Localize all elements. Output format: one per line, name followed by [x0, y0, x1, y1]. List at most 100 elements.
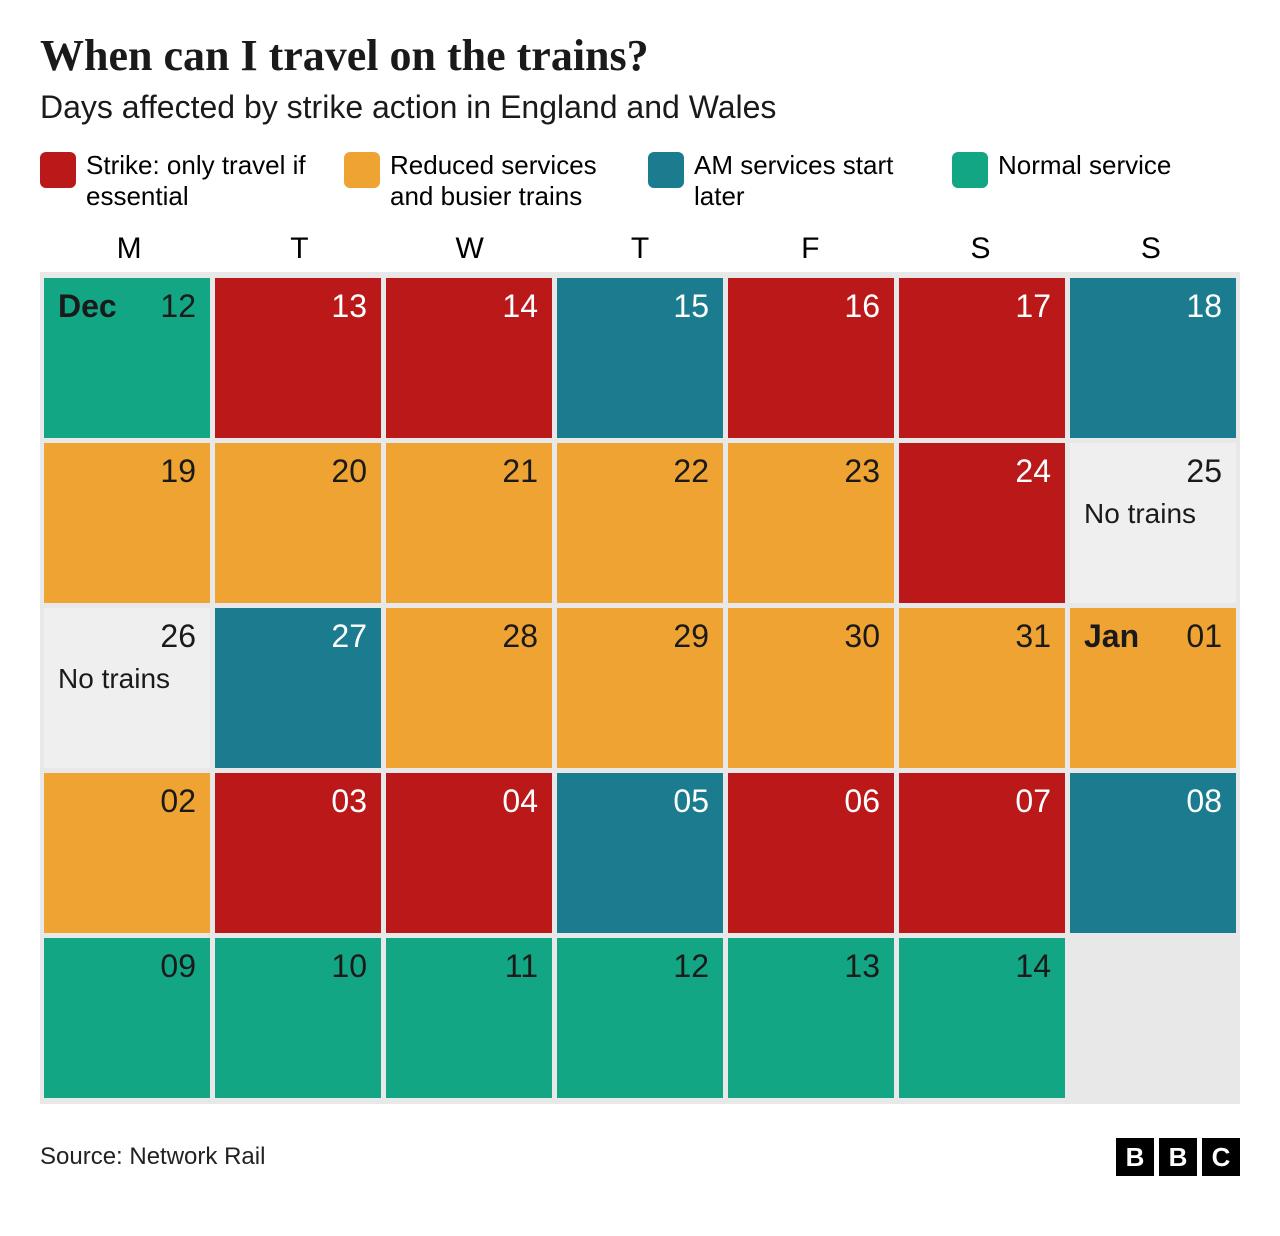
calendar-cell: 11 — [386, 938, 552, 1098]
cell-note: No trains — [1084, 499, 1196, 530]
day-header: F — [725, 232, 895, 266]
bbc-logo-letter: B — [1159, 1138, 1197, 1176]
chart-container: When can I travel on the trains? Days af… — [0, 0, 1280, 1124]
cell-day-number: 17 — [1015, 288, 1051, 325]
legend-label: AM services start later — [694, 150, 924, 212]
cell-day-number: 20 — [331, 453, 367, 490]
cell-day-number: 26 — [160, 618, 196, 655]
calendar-cell: 12Dec — [44, 278, 210, 438]
cell-day-number: 13 — [844, 948, 880, 985]
day-headers: MTWTFSS — [40, 232, 1240, 266]
cell-day-number: 29 — [673, 618, 709, 655]
cell-day-number: 22 — [673, 453, 709, 490]
calendar-cell: 28 — [386, 608, 552, 768]
calendar-cell — [1070, 938, 1236, 1098]
calendar-cell: 21 — [386, 443, 552, 603]
calendar-cell: 05 — [557, 773, 723, 933]
cell-month-label: Jan — [1084, 618, 1139, 655]
legend-label: Normal service — [998, 150, 1171, 181]
calendar-cell: 22 — [557, 443, 723, 603]
cell-day-number: 11 — [505, 948, 538, 985]
calendar-cell: 03 — [215, 773, 381, 933]
cell-day-number: 07 — [1015, 783, 1051, 820]
calendar-cell: 07 — [899, 773, 1065, 933]
cell-day-number: 25 — [1186, 453, 1222, 490]
calendar-cell: 18 — [1070, 278, 1236, 438]
legend-swatch — [648, 152, 684, 188]
legend-swatch — [40, 152, 76, 188]
cell-day-number: 09 — [160, 948, 196, 985]
legend-item: Normal service — [952, 150, 1171, 188]
calendar-cell: 26 No trains — [44, 608, 210, 768]
legend-item: Reduced services and busier trains — [344, 150, 620, 212]
calendar-cell: 20 — [215, 443, 381, 603]
cell-day-number: 21 — [502, 453, 538, 490]
source-label: Source: Network Rail — [40, 1143, 265, 1171]
footer: Source: Network Rail BBC — [0, 1124, 1280, 1206]
calendar-cell: 24 — [899, 443, 1065, 603]
calendar-cell: 04 — [386, 773, 552, 933]
bbc-logo-letter: C — [1202, 1138, 1240, 1176]
cell-day-number: 12 — [673, 948, 709, 985]
calendar-cell: 06 — [728, 773, 894, 933]
cell-day-number: 06 — [844, 783, 880, 820]
bbc-logo: BBC — [1116, 1138, 1240, 1176]
cell-note: No trains — [58, 664, 170, 695]
cell-day-number: 03 — [331, 783, 367, 820]
calendar-cell: 30 — [728, 608, 894, 768]
day-header: W — [385, 232, 555, 266]
cell-day-number: 05 — [673, 783, 709, 820]
legend-item: Strike: only travel if essential — [40, 150, 316, 212]
calendar-cell: 16 — [728, 278, 894, 438]
calendar-cell: 23 — [728, 443, 894, 603]
cell-day-number: 01 — [1186, 618, 1222, 655]
cell-day-number: 02 — [160, 783, 196, 820]
day-header: M — [44, 232, 214, 266]
cell-day-number: 27 — [331, 618, 367, 655]
day-header: S — [895, 232, 1065, 266]
calendar-cell: 19 — [44, 443, 210, 603]
calendar-cell: 25 No trains — [1070, 443, 1236, 603]
calendar-cell: 09 — [44, 938, 210, 1098]
calendar-cell: 29 — [557, 608, 723, 768]
calendar-cell: 01 Jan — [1070, 608, 1236, 768]
legend-label: Strike: only travel if essential — [86, 150, 316, 212]
cell-day-number: 31 — [1015, 618, 1051, 655]
cell-day-number: 28 — [502, 618, 538, 655]
calendar-background: 12Dec13141516171819202122232425No trains… — [40, 272, 1240, 1104]
cell-day-number: 16 — [844, 288, 880, 325]
legend: Strike: only travel if essential Reduced … — [40, 150, 1240, 212]
calendar-cell: 15 — [557, 278, 723, 438]
day-header: T — [555, 232, 725, 266]
calendar-cell: 27 — [215, 608, 381, 768]
calendar-cell: 08 — [1070, 773, 1236, 933]
calendar-cell: 13 — [215, 278, 381, 438]
calendar-cell: 17 — [899, 278, 1065, 438]
calendar-cell: 14 — [386, 278, 552, 438]
cell-month-label: Dec — [58, 288, 117, 325]
cell-day-number: 14 — [502, 288, 538, 325]
calendar-cell: 10 — [215, 938, 381, 1098]
day-header: S — [1066, 232, 1236, 266]
cell-day-number: 10 — [331, 948, 367, 985]
cell-day-number: 13 — [331, 288, 367, 325]
calendar-cell: 02 — [44, 773, 210, 933]
calendar-cell: 13 — [728, 938, 894, 1098]
cell-day-number: 15 — [673, 288, 709, 325]
calendar-cell: 14 — [899, 938, 1065, 1098]
cell-day-number: 08 — [1186, 783, 1222, 820]
calendar-cell: 12 — [557, 938, 723, 1098]
calendar-cell: 31 — [899, 608, 1065, 768]
bbc-logo-letter: B — [1116, 1138, 1154, 1176]
cell-day-number: 18 — [1186, 288, 1222, 325]
legend-item: AM services start later — [648, 150, 924, 212]
chart-subtitle: Days affected by strike action in Englan… — [40, 89, 1240, 126]
legend-swatch — [344, 152, 380, 188]
legend-swatch — [952, 152, 988, 188]
cell-day-number: 24 — [1015, 453, 1051, 490]
cell-day-number: 14 — [1015, 948, 1051, 985]
cell-day-number: 19 — [160, 453, 196, 490]
cell-day-number: 04 — [502, 783, 538, 820]
day-header: T — [214, 232, 384, 266]
cell-day-number: 23 — [844, 453, 880, 490]
